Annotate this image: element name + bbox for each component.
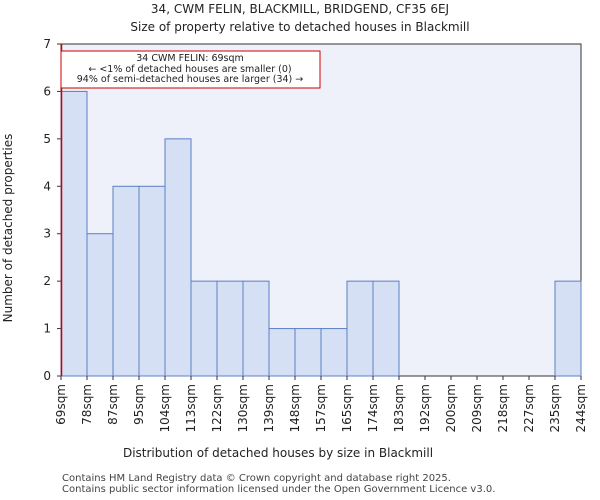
y-tick-label: 0	[43, 369, 51, 383]
x-tick-label-113sqm: 113sqm	[184, 384, 198, 432]
x-tick-label-218sqm: 218sqm	[496, 384, 510, 432]
x-tick-label-95sqm: 95sqm	[132, 384, 146, 425]
bars	[60, 90, 582, 377]
bar-104sqm	[164, 138, 192, 377]
annotation-frame	[60, 50, 321, 89]
footer-line2: Contains public sector information licen…	[62, 484, 496, 495]
bar-174sqm	[372, 280, 400, 377]
x-tick-label-87sqm: 87sqm	[106, 384, 120, 425]
chart-title-line1: 34, CWM FELIN, BLACKMILL, BRIDGEND, CF35…	[151, 2, 449, 16]
x-tick-label-209sqm: 209sqm	[470, 384, 484, 432]
x-tick-label-139sqm: 139sqm	[262, 384, 276, 432]
y-tick-label: 7	[43, 37, 51, 51]
x-tick-label-78sqm: 78sqm	[80, 384, 94, 425]
annotation-line3: 94% of semi-detached houses are larger (…	[77, 74, 304, 85]
annotation-line1: 34 CWM FELIN: 69sqm	[136, 53, 244, 64]
x-tick-label-104sqm: 104sqm	[158, 384, 172, 432]
x-tick-label-183sqm: 183sqm	[392, 384, 406, 432]
annotation-line2: ← <1% of detached houses are smaller (0)	[88, 64, 291, 75]
x-tick-label-69sqm: 69sqm	[54, 384, 68, 425]
y-tick-label: 6	[43, 84, 51, 98]
x-tick-label-148sqm: 148sqm	[288, 384, 302, 432]
bar-87sqm	[112, 185, 140, 377]
x-tick-label-192sqm: 192sqm	[418, 384, 432, 432]
x-tick-label-244sqm: 244sqm	[574, 384, 588, 432]
bar-139sqm	[268, 328, 296, 377]
y-tick-label: 4	[43, 179, 51, 193]
annotation-box: 34 CWM FELIN: 69sqm ← <1% of detached ho…	[60, 50, 321, 89]
x-tick-label-130sqm: 130sqm	[236, 384, 250, 432]
x-tick-label-165sqm: 165sqm	[340, 384, 354, 432]
bar-130sqm	[242, 280, 270, 377]
footer-line1: Contains HM Land Registry data © Crown c…	[62, 473, 451, 484]
y-axis: 0 1 2 3 4 5 6 7	[43, 37, 61, 383]
x-axis: 69sqm 78sqm 87sqm 95sqm 104sqm 113sqm 122sqm 13…	[54, 376, 588, 432]
bar-95sqm	[138, 185, 166, 377]
chart-title-line2: Size of property relative to detached ho…	[130, 20, 469, 34]
bar-69sqm	[60, 90, 88, 377]
bar-157sqm	[320, 328, 348, 377]
bar-113sqm	[190, 280, 218, 377]
bar-148sqm	[294, 328, 322, 377]
bar-78sqm	[86, 233, 114, 377]
x-tick-label-227sqm: 227sqm	[522, 384, 536, 432]
x-axis-label: Distribution of detached houses by size …	[123, 446, 433, 460]
y-axis-label: Number of detached properties	[1, 134, 15, 323]
x-tick-label-235sqm: 235sqm	[548, 384, 562, 432]
bar-235sqm	[554, 280, 582, 377]
y-tick-label: 2	[43, 274, 51, 288]
y-tick-label: 1	[43, 322, 51, 336]
x-tick-label-174sqm: 174sqm	[366, 384, 380, 432]
x-tick-label-200sqm: 200sqm	[444, 384, 458, 432]
x-tick-label-122sqm: 122sqm	[210, 384, 224, 432]
x-tick-label-157sqm: 157sqm	[314, 384, 328, 432]
bar-165sqm	[346, 280, 374, 377]
bar-122sqm	[216, 280, 244, 377]
y-tick-label: 3	[43, 227, 51, 241]
y-tick-label: 5	[43, 132, 51, 146]
